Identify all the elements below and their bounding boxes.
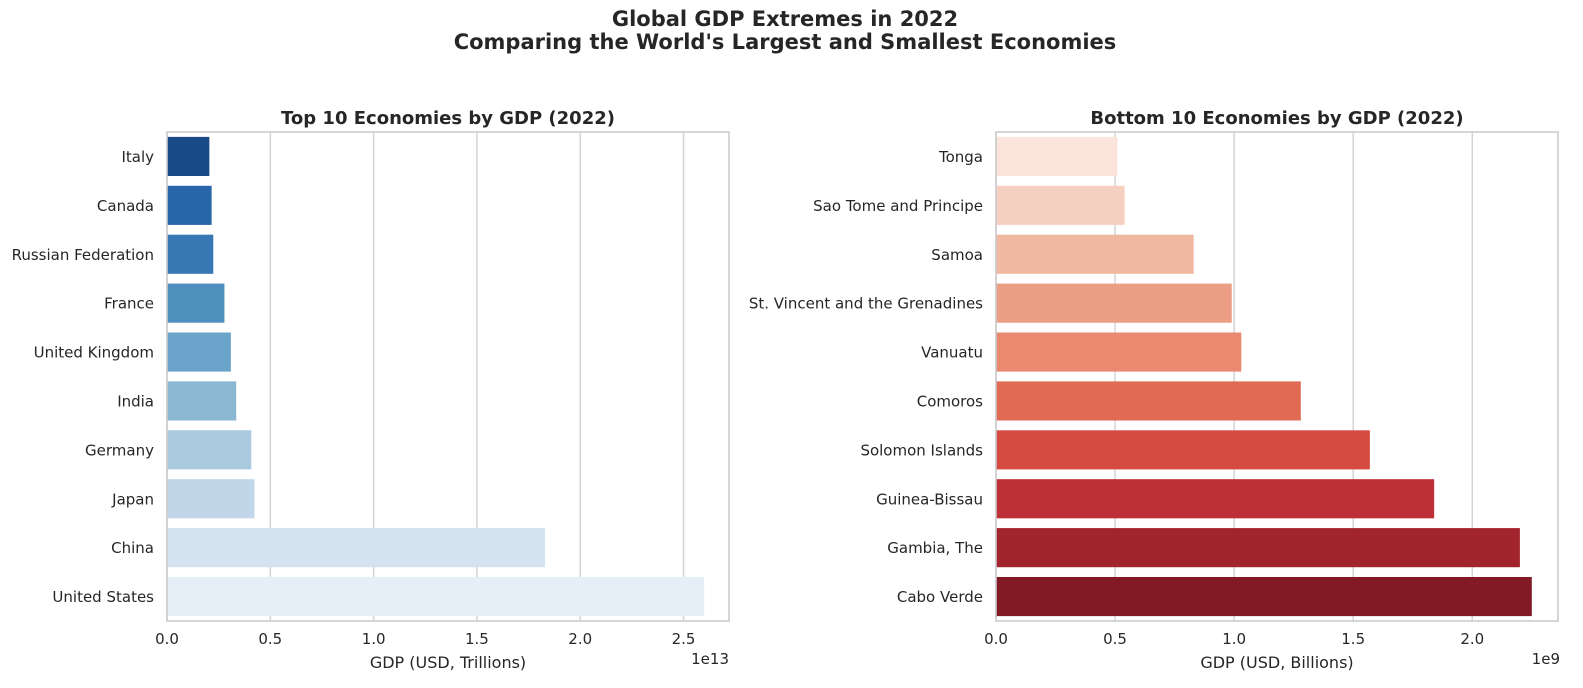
x-tick-label: 2.0	[568, 630, 592, 648]
x-axis-offset-text: 1e9	[1532, 650, 1560, 668]
figure-title-line1: Global GDP Extremes in 2022	[612, 7, 958, 31]
figure-title-line2: Comparing the World's Largest and Smalle…	[454, 30, 1117, 54]
chart-title: Bottom 10 Economies by GDP (2022)	[1090, 108, 1463, 129]
bar	[996, 136, 1118, 177]
bar	[167, 234, 214, 274]
y-tick-label: China	[111, 539, 154, 557]
x-axis-offset-text: 1e13	[691, 650, 729, 668]
x-tick-label: 0.5	[1103, 630, 1127, 648]
y-tick-label: Gambia, The	[887, 539, 983, 557]
y-tick-label: Sao Tome and Principe	[813, 197, 983, 215]
x-tick-label: 1.5	[1341, 630, 1365, 648]
y-tick-label: France	[104, 295, 154, 313]
y-tick-label: Germany	[85, 441, 154, 459]
x-tick-label: 0.0	[984, 630, 1008, 648]
x-axis-label: GDP (USD, Trillions)	[370, 653, 526, 672]
y-tick-label: St. Vincent and the Grenadines	[749, 295, 983, 313]
y-tick-label: Russian Federation	[12, 246, 154, 264]
x-tick-label: 2.5	[672, 630, 696, 648]
bar	[996, 185, 1125, 225]
plot-frame	[995, 131, 1559, 622]
chart-title: Top 10 Economies by GDP (2022)	[281, 108, 615, 129]
y-tick-label: United Kingdom	[34, 344, 154, 362]
x-tick-label: 0.0	[155, 630, 179, 648]
bottom-economies-chart: Bottom 10 Economies by GDP (2022) GDP (U…	[749, 108, 1560, 672]
y-tick-label: Tonga	[938, 148, 983, 166]
y-tick-label: Comoros	[917, 392, 983, 410]
x-axis-label: GDP (USD, Billions)	[1200, 653, 1353, 672]
bar	[167, 576, 705, 617]
bar	[167, 136, 210, 177]
y-tick-label: Cabo Verde	[897, 588, 983, 606]
bar	[996, 576, 1532, 617]
y-tick-label: Canada	[97, 197, 154, 215]
x-tick-label: 0.5	[258, 630, 282, 648]
bar	[167, 430, 252, 470]
bar	[996, 332, 1242, 372]
plot-frame	[166, 131, 730, 622]
bar	[167, 381, 237, 421]
bar	[996, 283, 1232, 323]
y-tick-label: Solomon Islands	[860, 441, 983, 459]
y-tick-label: Vanuatu	[921, 344, 983, 362]
bar	[996, 430, 1370, 470]
y-tick-label: Guinea-Bissau	[876, 490, 983, 508]
bar	[996, 528, 1520, 568]
bar	[167, 283, 225, 323]
bar	[996, 234, 1194, 274]
bar	[996, 479, 1435, 519]
x-tick-label: 1.0	[362, 630, 386, 648]
y-tick-label: India	[117, 392, 154, 410]
y-tick-label: United States	[52, 588, 154, 606]
bar	[167, 332, 231, 372]
bar	[167, 528, 546, 568]
bar	[167, 185, 212, 225]
x-tick-label: 1.0	[1222, 630, 1246, 648]
bar	[167, 479, 255, 519]
y-tick-label: Samoa	[931, 246, 983, 264]
x-tick-label: 1.5	[465, 630, 489, 648]
y-tick-label: Japan	[111, 490, 154, 508]
x-tick-label: 2.0	[1460, 630, 1484, 648]
y-tick-label: Italy	[121, 148, 154, 166]
bar	[996, 381, 1301, 421]
top-economies-chart: Top 10 Economies by GDP (2022) GDP (USD,…	[12, 108, 730, 672]
